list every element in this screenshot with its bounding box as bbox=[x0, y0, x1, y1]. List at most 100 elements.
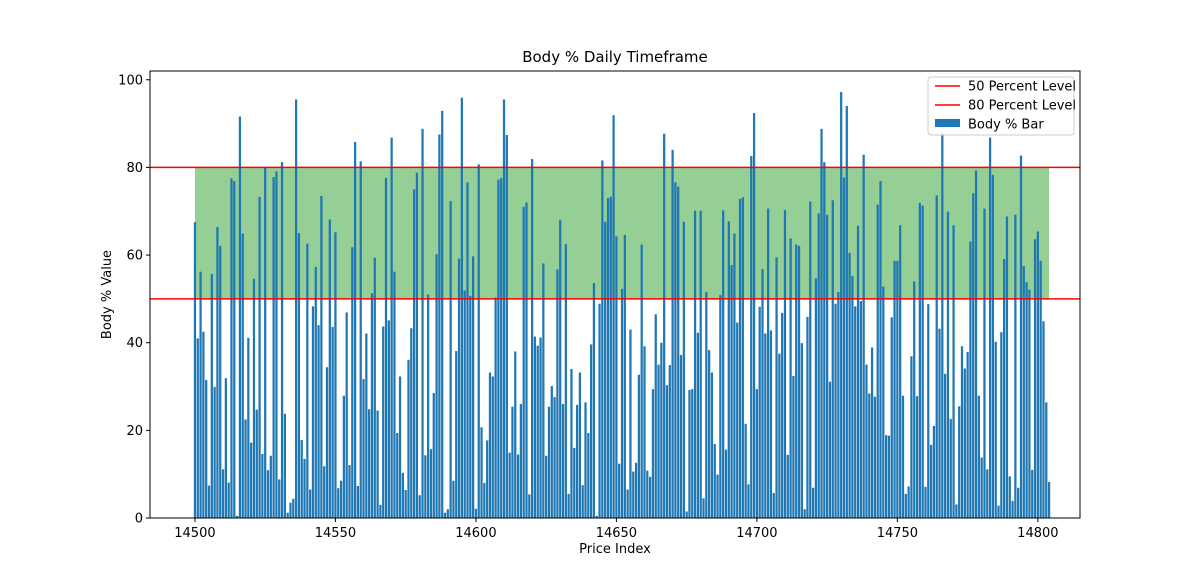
bar bbox=[626, 489, 629, 518]
bar bbox=[264, 166, 267, 519]
bar bbox=[368, 409, 371, 518]
bar bbox=[913, 281, 916, 518]
bar bbox=[904, 493, 907, 518]
bar bbox=[469, 295, 472, 518]
bar bbox=[1008, 476, 1011, 518]
bar bbox=[958, 406, 961, 518]
bar bbox=[696, 332, 700, 518]
bar bbox=[1042, 321, 1045, 518]
bar bbox=[618, 463, 621, 518]
bar bbox=[356, 486, 360, 518]
bar bbox=[915, 396, 919, 518]
bar bbox=[345, 312, 348, 518]
bar bbox=[620, 288, 624, 518]
bar bbox=[840, 92, 843, 519]
bar bbox=[283, 413, 286, 518]
bar bbox=[789, 238, 792, 518]
bar bbox=[781, 312, 784, 518]
bar bbox=[578, 372, 582, 518]
bar bbox=[918, 202, 921, 519]
bar bbox=[300, 439, 303, 518]
bar bbox=[379, 504, 382, 518]
bar bbox=[556, 269, 559, 518]
bar bbox=[952, 225, 955, 518]
bar bbox=[629, 329, 632, 518]
bar bbox=[278, 479, 281, 518]
bar bbox=[205, 379, 208, 518]
bar bbox=[424, 455, 427, 518]
y-tick-label: 60 bbox=[126, 249, 143, 264]
bar bbox=[657, 364, 660, 518]
bar bbox=[634, 462, 638, 518]
legend-label-bar: Body % Bar bbox=[968, 118, 1044, 133]
bar bbox=[584, 402, 587, 518]
bar bbox=[601, 160, 604, 518]
bar bbox=[944, 373, 947, 518]
bar bbox=[373, 257, 376, 518]
bar bbox=[887, 435, 891, 518]
bar bbox=[637, 374, 641, 518]
bar bbox=[924, 486, 927, 518]
bar bbox=[429, 449, 433, 518]
bars-layer bbox=[193, 92, 1051, 519]
bar bbox=[393, 271, 396, 518]
bar bbox=[457, 258, 461, 518]
bar bbox=[1031, 469, 1034, 518]
bar bbox=[910, 356, 913, 518]
bar bbox=[207, 485, 211, 518]
y-tick-label: 0 bbox=[135, 512, 143, 527]
bar bbox=[873, 396, 877, 518]
bar bbox=[573, 447, 576, 518]
bar bbox=[806, 316, 809, 518]
bar bbox=[1014, 214, 1017, 518]
bar bbox=[508, 452, 511, 518]
y-axis-ticks: 0 20 40 60 80 100 bbox=[118, 73, 150, 527]
bar bbox=[221, 469, 225, 518]
bar bbox=[856, 225, 860, 518]
bar bbox=[564, 244, 567, 518]
bar bbox=[516, 454, 520, 518]
bar bbox=[870, 347, 874, 518]
bar bbox=[848, 252, 851, 518]
bar bbox=[438, 134, 441, 518]
bar bbox=[587, 432, 590, 518]
bar bbox=[550, 386, 553, 518]
bar bbox=[738, 198, 742, 518]
bar bbox=[559, 220, 562, 518]
bar bbox=[210, 273, 213, 518]
bar bbox=[446, 509, 449, 518]
bar bbox=[342, 395, 345, 518]
bar bbox=[761, 269, 764, 518]
bar bbox=[401, 472, 404, 518]
bar bbox=[404, 489, 407, 518]
bar bbox=[418, 495, 421, 518]
bar bbox=[421, 128, 424, 519]
bar bbox=[977, 395, 980, 518]
bar bbox=[275, 171, 278, 518]
bar bbox=[266, 470, 270, 518]
bar bbox=[567, 493, 570, 518]
reference-lines-layer bbox=[150, 166, 1080, 300]
x-tick-label: 14750 bbox=[877, 526, 918, 541]
legend-label-80: 80 Percent Level bbox=[968, 99, 1076, 114]
bar bbox=[632, 471, 635, 518]
bar bbox=[269, 455, 272, 518]
bar bbox=[783, 209, 787, 518]
bar bbox=[713, 443, 716, 518]
bar bbox=[604, 221, 607, 519]
bar bbox=[561, 404, 565, 518]
bar bbox=[592, 283, 596, 518]
bar bbox=[640, 244, 643, 518]
bar bbox=[387, 320, 390, 518]
bar bbox=[1022, 266, 1025, 518]
bar bbox=[932, 425, 936, 518]
bar bbox=[983, 208, 986, 518]
bar bbox=[826, 214, 829, 518]
bar bbox=[331, 326, 334, 518]
bar bbox=[643, 346, 646, 518]
bar bbox=[1000, 332, 1003, 518]
shaded-band-layer bbox=[194, 167, 1050, 299]
bar bbox=[224, 378, 227, 518]
bar bbox=[688, 390, 691, 518]
chart-title: Body % Daily Timeframe bbox=[522, 48, 708, 66]
